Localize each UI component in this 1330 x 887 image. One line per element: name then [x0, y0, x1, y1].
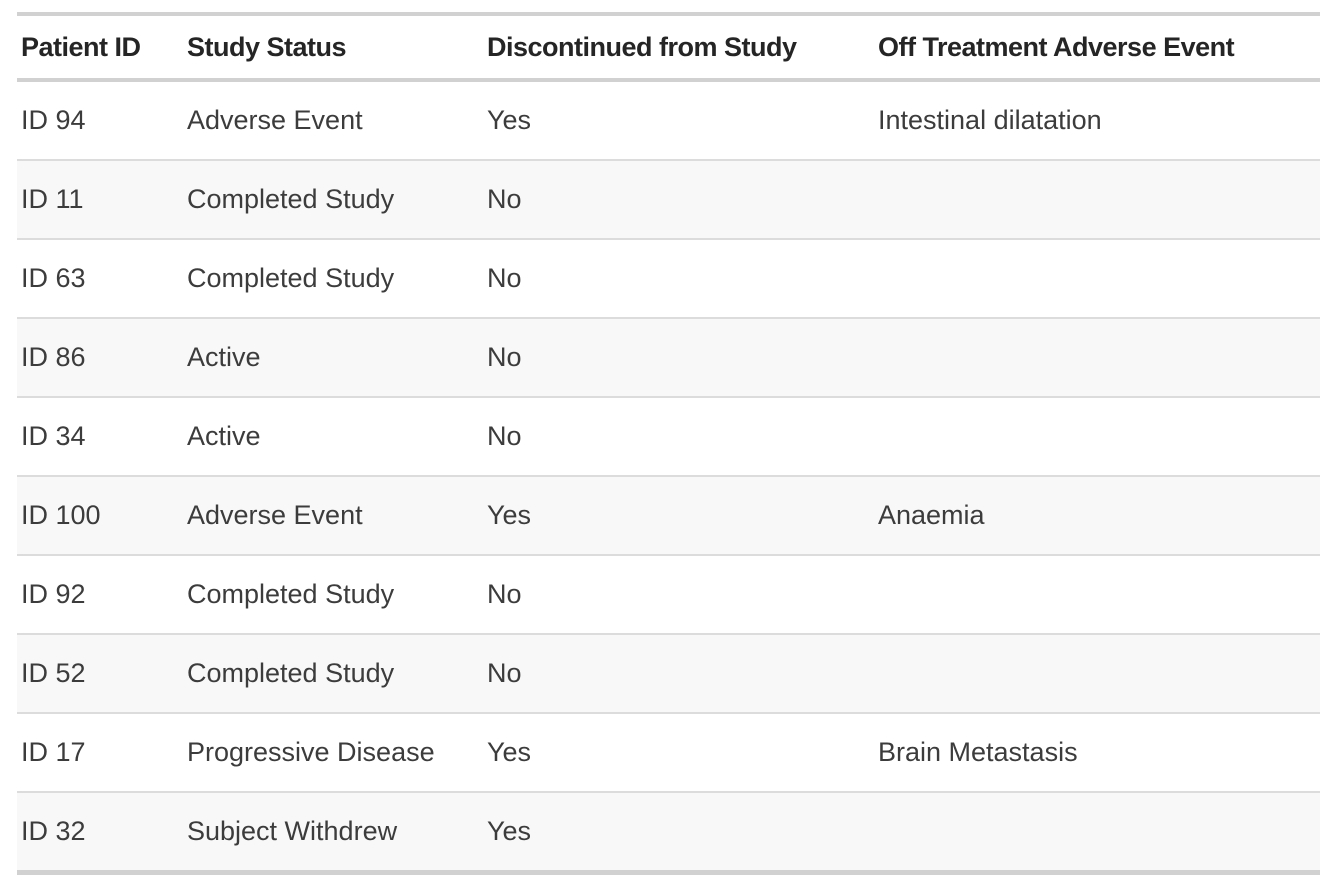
- cell-discontinued: Yes: [483, 476, 874, 556]
- table-row[interactable]: ID 11 Completed Study No: [17, 160, 1320, 240]
- cell-adverse-event: [874, 239, 1320, 319]
- cell-adverse-event: [874, 634, 1320, 714]
- cell-discontinued: No: [483, 318, 874, 398]
- cell-patient-id: ID 94: [17, 80, 183, 161]
- patient-table-container: Patient ID Study Status Discontinued fro…: [17, 12, 1320, 875]
- table-row[interactable]: ID 17 Progressive Disease Yes Brain Meta…: [17, 713, 1320, 793]
- cell-adverse-event: Brain Metastasis: [874, 713, 1320, 793]
- cell-study-status: Completed Study: [183, 634, 483, 714]
- cell-discontinued: Yes: [483, 792, 874, 873]
- table-body: ID 94 Adverse Event Yes Intestinal dilat…: [17, 80, 1320, 873]
- cell-patient-id: ID 34: [17, 397, 183, 477]
- cell-patient-id: ID 11: [17, 160, 183, 240]
- cell-patient-id: ID 52: [17, 634, 183, 714]
- table-row[interactable]: ID 92 Completed Study No: [17, 555, 1320, 635]
- table-row[interactable]: ID 32 Subject Withdrew Yes: [17, 792, 1320, 873]
- cell-adverse-event: Intestinal dilatation: [874, 80, 1320, 161]
- cell-adverse-event: Anaemia: [874, 476, 1320, 556]
- cell-study-status: Active: [183, 318, 483, 398]
- cell-discontinued: No: [483, 634, 874, 714]
- cell-study-status: Completed Study: [183, 239, 483, 319]
- patient-table: Patient ID Study Status Discontinued fro…: [17, 12, 1320, 875]
- cell-adverse-event: [874, 792, 1320, 873]
- cell-adverse-event: [874, 555, 1320, 635]
- cell-study-status: Adverse Event: [183, 80, 483, 161]
- cell-patient-id: ID 63: [17, 239, 183, 319]
- cell-adverse-event: [874, 318, 1320, 398]
- cell-discontinued: Yes: [483, 713, 874, 793]
- cell-discontinued: Yes: [483, 80, 874, 161]
- cell-adverse-event: [874, 397, 1320, 477]
- table-row[interactable]: ID 34 Active No: [17, 397, 1320, 477]
- table-row[interactable]: ID 94 Adverse Event Yes Intestinal dilat…: [17, 80, 1320, 161]
- header-row: Patient ID Study Status Discontinued fro…: [17, 14, 1320, 82]
- cell-patient-id: ID 17: [17, 713, 183, 793]
- table-row[interactable]: ID 86 Active No: [17, 318, 1320, 398]
- table-row[interactable]: ID 52 Completed Study No: [17, 634, 1320, 714]
- cell-discontinued: No: [483, 160, 874, 240]
- cell-patient-id: ID 100: [17, 476, 183, 556]
- cell-patient-id: ID 32: [17, 792, 183, 873]
- table-row[interactable]: ID 63 Completed Study No: [17, 239, 1320, 319]
- cell-study-status: Completed Study: [183, 160, 483, 240]
- table-row[interactable]: ID 100 Adverse Event Yes Anaemia: [17, 476, 1320, 556]
- cell-discontinued: No: [483, 555, 874, 635]
- column-header-discontinued-from-study[interactable]: Discontinued from Study: [483, 14, 874, 82]
- cell-patient-id: ID 92: [17, 555, 183, 635]
- cell-discontinued: No: [483, 239, 874, 319]
- cell-discontinued: No: [483, 397, 874, 477]
- cell-study-status: Progressive Disease: [183, 713, 483, 793]
- cell-study-status: Active: [183, 397, 483, 477]
- cell-study-status: Subject Withdrew: [183, 792, 483, 873]
- column-header-patient-id[interactable]: Patient ID: [17, 14, 183, 82]
- cell-study-status: Completed Study: [183, 555, 483, 635]
- table-header: Patient ID Study Status Discontinued fro…: [17, 14, 1320, 82]
- cell-patient-id: ID 86: [17, 318, 183, 398]
- column-header-study-status[interactable]: Study Status: [183, 14, 483, 82]
- cell-adverse-event: [874, 160, 1320, 240]
- cell-study-status: Adverse Event: [183, 476, 483, 556]
- column-header-off-treatment-adverse-event[interactable]: Off Treatment Adverse Event: [874, 14, 1320, 82]
